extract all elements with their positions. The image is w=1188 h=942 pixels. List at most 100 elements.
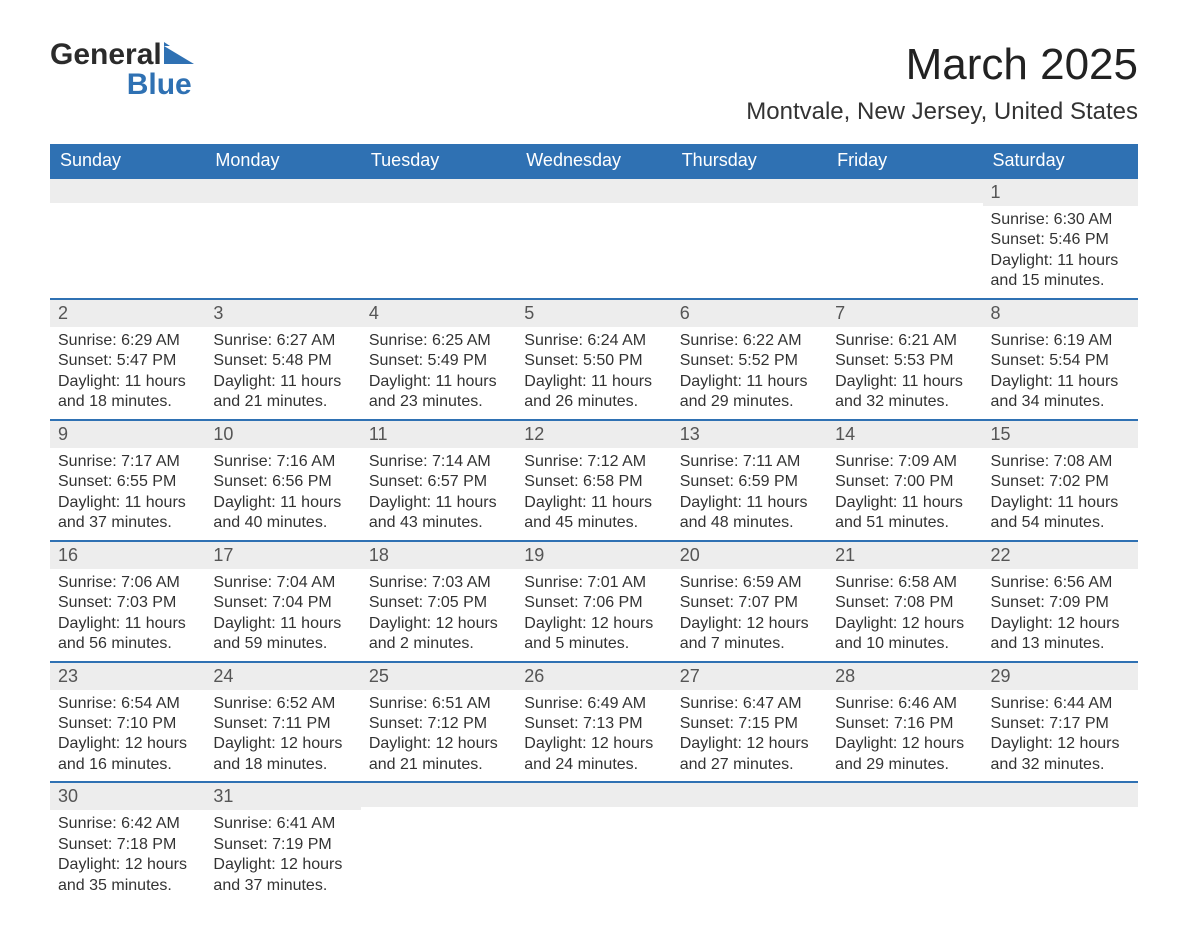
day-number: 26 — [516, 663, 671, 690]
calendar-cell: 6Sunrise: 6:22 AMSunset: 5:52 PMDaylight… — [672, 299, 827, 420]
sunset-text: Sunset: 6:56 PM — [213, 472, 352, 492]
day-details: Sunrise: 6:21 AMSunset: 5:53 PMDaylight:… — [827, 327, 982, 419]
sunset-text: Sunset: 7:12 PM — [369, 714, 508, 734]
daylight-text: Daylight: 12 hours and 35 minutes. — [58, 855, 197, 896]
sunset-text: Sunset: 6:57 PM — [369, 472, 508, 492]
day-details: Sunrise: 6:46 AMSunset: 7:16 PMDaylight:… — [827, 690, 982, 782]
daylight-text: Daylight: 11 hours and 54 minutes. — [991, 493, 1130, 534]
calendar-cell — [205, 178, 360, 299]
sunset-text: Sunset: 6:55 PM — [58, 472, 197, 492]
calendar-week-row: 2Sunrise: 6:29 AMSunset: 5:47 PMDaylight… — [50, 299, 1138, 420]
sunset-text: Sunset: 6:59 PM — [680, 472, 819, 492]
sunrise-text: Sunrise: 7:12 AM — [524, 452, 663, 472]
calendar-cell: 11Sunrise: 7:14 AMSunset: 6:57 PMDayligh… — [361, 420, 516, 541]
calendar-cell: 27Sunrise: 6:47 AMSunset: 7:15 PMDayligh… — [672, 662, 827, 783]
daylight-text: Daylight: 12 hours and 7 minutes. — [680, 614, 819, 655]
day-details: Sunrise: 6:59 AMSunset: 7:07 PMDaylight:… — [672, 569, 827, 661]
day-details — [205, 203, 360, 263]
calendar-cell: 21Sunrise: 6:58 AMSunset: 7:08 PMDayligh… — [827, 541, 982, 662]
daylight-text: Daylight: 11 hours and 51 minutes. — [835, 493, 974, 534]
sunrise-text: Sunrise: 6:27 AM — [213, 331, 352, 351]
day-number: 14 — [827, 421, 982, 448]
day-number: 31 — [205, 783, 360, 810]
day-number: 22 — [983, 542, 1138, 569]
calendar-cell — [827, 782, 982, 902]
daylight-text: Daylight: 11 hours and 18 minutes. — [58, 372, 197, 413]
day-details: Sunrise: 6:29 AMSunset: 5:47 PMDaylight:… — [50, 327, 205, 419]
sunrise-text: Sunrise: 6:47 AM — [680, 694, 819, 714]
day-details: Sunrise: 7:14 AMSunset: 6:57 PMDaylight:… — [361, 448, 516, 540]
day-details: Sunrise: 6:30 AMSunset: 5:46 PMDaylight:… — [983, 206, 1138, 298]
sunset-text: Sunset: 7:13 PM — [524, 714, 663, 734]
day-details — [516, 203, 671, 263]
sunset-text: Sunset: 5:47 PM — [58, 351, 197, 371]
calendar-cell — [361, 782, 516, 902]
calendar-cell: 9Sunrise: 7:17 AMSunset: 6:55 PMDaylight… — [50, 420, 205, 541]
header-row: General Blue March 2025 Montvale, New Je… — [50, 40, 1138, 126]
sunrise-text: Sunrise: 7:14 AM — [369, 452, 508, 472]
day-details: Sunrise: 6:44 AMSunset: 7:17 PMDaylight:… — [983, 690, 1138, 782]
daylight-text: Daylight: 12 hours and 21 minutes. — [369, 734, 508, 775]
day-number: 7 — [827, 300, 982, 327]
day-details: Sunrise: 7:04 AMSunset: 7:04 PMDaylight:… — [205, 569, 360, 661]
sunset-text: Sunset: 7:10 PM — [58, 714, 197, 734]
calendar-cell: 23Sunrise: 6:54 AMSunset: 7:10 PMDayligh… — [50, 662, 205, 783]
sunset-text: Sunset: 5:50 PM — [524, 351, 663, 371]
sunrise-text: Sunrise: 7:06 AM — [58, 573, 197, 593]
day-number: 8 — [983, 300, 1138, 327]
day-number: 4 — [361, 300, 516, 327]
daylight-text: Daylight: 12 hours and 2 minutes. — [369, 614, 508, 655]
sunset-text: Sunset: 7:04 PM — [213, 593, 352, 613]
day-details — [672, 807, 827, 867]
calendar-cell: 20Sunrise: 6:59 AMSunset: 7:07 PMDayligh… — [672, 541, 827, 662]
day-details — [827, 807, 982, 867]
calendar-body: 1Sunrise: 6:30 AMSunset: 5:46 PMDaylight… — [50, 178, 1138, 902]
sunset-text: Sunset: 7:07 PM — [680, 593, 819, 613]
calendar-cell — [983, 782, 1138, 902]
title-block: March 2025 Montvale, New Jersey, United … — [746, 40, 1138, 126]
calendar-week-row: 1Sunrise: 6:30 AMSunset: 5:46 PMDaylight… — [50, 178, 1138, 299]
sunrise-text: Sunrise: 6:51 AM — [369, 694, 508, 714]
daylight-text: Daylight: 11 hours and 26 minutes. — [524, 372, 663, 413]
sunrise-text: Sunrise: 6:58 AM — [835, 573, 974, 593]
day-details: Sunrise: 7:17 AMSunset: 6:55 PMDaylight:… — [50, 448, 205, 540]
sunrise-text: Sunrise: 7:03 AM — [369, 573, 508, 593]
sunset-text: Sunset: 7:09 PM — [991, 593, 1130, 613]
calendar-cell: 26Sunrise: 6:49 AMSunset: 7:13 PMDayligh… — [516, 662, 671, 783]
daylight-text: Daylight: 11 hours and 43 minutes. — [369, 493, 508, 534]
calendar-cell — [516, 178, 671, 299]
calendar-cell: 17Sunrise: 7:04 AMSunset: 7:04 PMDayligh… — [205, 541, 360, 662]
day-number: 28 — [827, 663, 982, 690]
daylight-text: Daylight: 12 hours and 16 minutes. — [58, 734, 197, 775]
sunset-text: Sunset: 7:02 PM — [991, 472, 1130, 492]
flag-icon — [164, 40, 194, 70]
weekday-header: Wednesday — [516, 144, 671, 178]
calendar-cell: 15Sunrise: 7:08 AMSunset: 7:02 PMDayligh… — [983, 420, 1138, 541]
daylight-text: Daylight: 11 hours and 56 minutes. — [58, 614, 197, 655]
calendar-cell: 7Sunrise: 6:21 AMSunset: 5:53 PMDaylight… — [827, 299, 982, 420]
day-details: Sunrise: 6:24 AMSunset: 5:50 PMDaylight:… — [516, 327, 671, 419]
weekday-header: Friday — [827, 144, 982, 178]
sunset-text: Sunset: 5:52 PM — [680, 351, 819, 371]
day-details — [50, 203, 205, 263]
calendar-cell: 14Sunrise: 7:09 AMSunset: 7:00 PMDayligh… — [827, 420, 982, 541]
daylight-text: Daylight: 12 hours and 24 minutes. — [524, 734, 663, 775]
calendar-cell: 5Sunrise: 6:24 AMSunset: 5:50 PMDaylight… — [516, 299, 671, 420]
day-number — [516, 783, 671, 807]
brand-word1: General — [50, 40, 162, 70]
day-details — [827, 203, 982, 263]
day-details: Sunrise: 6:47 AMSunset: 7:15 PMDaylight:… — [672, 690, 827, 782]
daylight-text: Daylight: 12 hours and 29 minutes. — [835, 734, 974, 775]
day-number — [672, 783, 827, 807]
sunset-text: Sunset: 5:49 PM — [369, 351, 508, 371]
daylight-text: Daylight: 11 hours and 15 minutes. — [991, 251, 1130, 292]
calendar-cell — [361, 178, 516, 299]
sunset-text: Sunset: 7:06 PM — [524, 593, 663, 613]
calendar-cell: 25Sunrise: 6:51 AMSunset: 7:12 PMDayligh… — [361, 662, 516, 783]
day-details — [672, 203, 827, 263]
sunrise-text: Sunrise: 7:11 AM — [680, 452, 819, 472]
sunrise-text: Sunrise: 6:41 AM — [213, 814, 352, 834]
calendar-cell — [672, 782, 827, 902]
day-details: Sunrise: 7:09 AMSunset: 7:00 PMDaylight:… — [827, 448, 982, 540]
sunset-text: Sunset: 7:16 PM — [835, 714, 974, 734]
